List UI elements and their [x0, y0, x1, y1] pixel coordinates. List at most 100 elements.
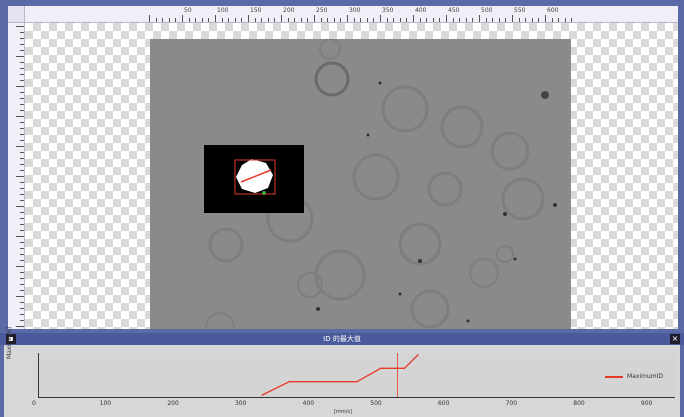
ruler-tick	[20, 44, 24, 45]
data-point	[379, 367, 382, 370]
data-point	[417, 354, 419, 356]
ruler-tick	[208, 18, 210, 22]
ruler-tick	[16, 206, 24, 207]
roi-overlay[interactable]	[204, 145, 304, 213]
series-line-maximumid	[262, 354, 419, 396]
ruler-tick	[16, 266, 24, 267]
ruler-tick	[168, 18, 170, 22]
x-axis-unit: [mm/s]	[334, 409, 352, 415]
ruler-tick	[320, 18, 322, 22]
ruler-tick	[20, 314, 24, 315]
ruler-tick	[241, 18, 243, 22]
image-viewer[interactable]: 50 100 150 200 250 300 350 400 450 500 550 600	[8, 6, 678, 329]
ruler-tick-label: 600	[547, 7, 559, 14]
ruler-tick	[518, 18, 520, 22]
panel-menu-button[interactable]: ▪	[6, 334, 16, 344]
ruler-tick	[20, 284, 24, 285]
ruler-tick	[20, 164, 24, 165]
ruler-tick-label: 250	[316, 7, 328, 14]
y-axis-label: Maximum]	[6, 327, 13, 359]
x-tick-label: 100	[99, 400, 112, 407]
ruler-tick	[20, 278, 24, 279]
ruler-tick	[393, 18, 395, 22]
ruler-tick	[380, 15, 381, 22]
ruler-tick	[20, 260, 24, 261]
ruler-tick	[545, 15, 546, 22]
legend-label: MaximumID	[627, 373, 663, 380]
ruler-tick	[439, 18, 441, 22]
ruler-tick	[20, 134, 24, 135]
ruler-tick	[20, 272, 24, 273]
ruler-tick	[406, 18, 408, 22]
plot-area[interactable]: MaximumID	[38, 353, 675, 398]
ruler-tick	[267, 18, 269, 22]
transparent-canvas	[25, 23, 678, 329]
ruler-tick	[182, 15, 183, 22]
ruler-tick	[558, 18, 560, 22]
ruler-tick	[155, 18, 157, 22]
ruler-tick	[512, 15, 513, 22]
ruler-tick	[353, 18, 355, 22]
ruler-tick	[399, 18, 401, 22]
ruler-tick	[432, 18, 434, 22]
ruler-tick	[16, 116, 24, 117]
ruler-tick-label: 300	[349, 7, 361, 14]
ruler-tick	[16, 296, 24, 297]
x-tick-label: 400	[302, 400, 315, 407]
microscope-image[interactable]	[150, 39, 571, 329]
ruler-tick	[314, 15, 315, 22]
ruler-tick	[287, 18, 289, 22]
ruler-tick	[16, 326, 24, 327]
panel-close-button[interactable]: ×	[670, 334, 680, 344]
ruler-tick	[20, 98, 24, 99]
ruler-tick	[20, 68, 24, 69]
ruler-tick	[492, 18, 494, 22]
data-point	[288, 380, 291, 383]
ruler-tick	[413, 15, 414, 22]
ruler-tick	[16, 176, 24, 177]
ruler-tick	[373, 18, 375, 22]
ruler-tick	[20, 140, 24, 141]
ruler-tick	[20, 158, 24, 159]
ruler-tick	[564, 18, 566, 22]
legend-swatch	[605, 375, 624, 378]
ruler-tick	[20, 290, 24, 291]
ruler-tick	[20, 62, 24, 63]
ruler-tick	[20, 200, 24, 201]
ruler-tick	[20, 218, 24, 219]
ruler-tick	[20, 224, 24, 225]
ruler-tick-label: 450	[448, 7, 460, 14]
ruler-tick	[20, 74, 24, 75]
ruler-tick	[551, 18, 553, 22]
ruler-tick	[234, 18, 236, 22]
ruler-tick	[274, 18, 276, 22]
x-tick-label: 200	[167, 400, 179, 407]
x-tick-label: 300	[234, 400, 247, 407]
ruler-tick	[479, 15, 480, 22]
ruler-tick-label: 350	[382, 7, 394, 14]
ruler-tick-label: 500	[481, 7, 493, 14]
ruler-tick	[20, 254, 24, 255]
ruler-tick	[16, 86, 24, 87]
ruler-tick	[195, 18, 197, 22]
ruler-left	[8, 22, 25, 329]
ruler-tick	[327, 18, 329, 22]
x-tick-label: 0	[32, 400, 36, 407]
ruler-tick	[20, 32, 24, 33]
ruler-tick	[20, 110, 24, 111]
ruler-tick	[20, 242, 24, 243]
ruler-tick	[498, 18, 500, 22]
chart-panel-titlebar: ▪ ID 的最大值 ×	[0, 333, 684, 345]
ruler-tick-label: 150	[250, 7, 262, 14]
ruler-tick	[333, 18, 335, 22]
ruler-tick	[16, 26, 24, 27]
ruler-tick	[472, 18, 474, 22]
ruler-tick	[360, 18, 362, 22]
ruler-tick	[188, 18, 190, 22]
ruler-tick	[221, 18, 223, 22]
detected-object	[234, 159, 276, 195]
ruler-tick	[16, 146, 24, 147]
ruler-tick	[149, 15, 150, 22]
ruler-tick	[20, 50, 24, 51]
